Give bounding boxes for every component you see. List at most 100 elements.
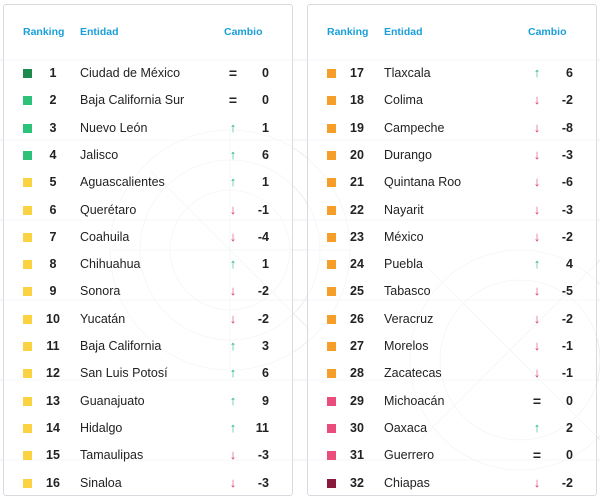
rank-number: 16 [46, 475, 60, 490]
equals-icon: = [532, 392, 542, 409]
rank-number: 12 [46, 366, 60, 381]
category-color-square [327, 451, 336, 461]
rank-number: 30 [350, 420, 364, 435]
change-value: 0 [262, 66, 269, 80]
category-color-square [23, 205, 32, 215]
arrow-up-icon: ↑ [533, 256, 541, 272]
rank-number: 11 [46, 339, 60, 353]
arrow-down-icon: ↓ [533, 338, 541, 353]
table-row: 11 Baja California ↑ 3 [4, 337, 294, 357]
arrow-up-icon: ↑ [229, 174, 237, 190]
header-entidad: Entidad [80, 26, 119, 38]
category-color-square [23, 423, 32, 433]
rank-number: 18 [350, 93, 364, 108]
arrow-down-icon: ↓ [533, 201, 541, 217]
header-cambio: Cambio [224, 26, 263, 38]
entity-name: Ciudad de México [80, 66, 181, 80]
change-value: 4 [566, 257, 573, 272]
category-color-square [23, 69, 32, 78]
category-color-square [327, 96, 336, 106]
category-color-square [327, 314, 336, 324]
arrow-down-icon: ↓ [229, 201, 237, 217]
rank-number: 10 [46, 311, 60, 326]
table-row: 4 Jalisco ↑ 6 [4, 146, 294, 166]
table-row: 27 Morelos ↓ -1 [308, 337, 598, 357]
arrow-down-icon: ↓ [533, 474, 541, 490]
entity-name: Nayarit [384, 202, 424, 217]
ranking-panel-left: Ranking Entidad Cambio 1 Ciudad de México… [3, 4, 293, 496]
category-color-square [23, 478, 32, 488]
table-row: 26 Veracruz ↓ -2 [308, 310, 598, 330]
entity-name: Colima [384, 93, 423, 108]
rank-number: 21 [350, 175, 364, 190]
table-row: 22 Nayarit ↓ -3 [308, 201, 598, 221]
ranking-panel-right: Ranking Entidad Cambio 17 Tlaxcala ↑ 6 18 Col… [307, 4, 597, 496]
change-value: -3 [257, 448, 269, 463]
category-color-square [327, 123, 336, 133]
table-row: 12 San Luis Potosí ↑ 6 [4, 364, 294, 384]
arrow-down-icon: ↓ [533, 365, 541, 381]
table-row: 6 Querétaro ↓ -1 [4, 201, 294, 221]
arrow-down-icon: ↓ [533, 283, 541, 299]
header-ranking: Ranking [327, 26, 369, 38]
arrow-down-icon: ↓ [533, 174, 541, 190]
category-color-square [23, 232, 32, 242]
rank-number: 13 [46, 393, 60, 408]
category-color-square [327, 396, 336, 406]
change-value: -5 [561, 284, 573, 299]
rank-number: 4 [49, 147, 57, 162]
table-row: 16 Sinaloa ↓ -3 [4, 474, 294, 494]
category-color-square [327, 423, 336, 433]
table-row: 17 Tlaxcala ↑ 6 [308, 64, 598, 84]
equals-icon: = [228, 65, 238, 81]
equals-icon: = [228, 92, 238, 109]
table-row: 23 México ↓ -2 [308, 228, 598, 248]
change-value: -3 [561, 202, 573, 217]
rank-number: 22 [350, 202, 364, 217]
arrow-down-icon: ↓ [229, 310, 237, 326]
category-color-square [327, 342, 336, 351]
arrow-down-icon: ↓ [533, 92, 541, 108]
arrow-down-icon: ↓ [229, 447, 237, 463]
arrow-up-icon: ↑ [229, 419, 237, 435]
change-value: 0 [262, 93, 269, 108]
entity-name: Veracruz [384, 311, 434, 326]
entity-name: Sinaloa [80, 475, 122, 490]
entity-name: Campeche [384, 120, 445, 135]
category-color-square [23, 178, 32, 188]
category-color-square [23, 123, 32, 133]
change-value: 1 [262, 120, 269, 135]
entity-name: México [384, 229, 424, 244]
table-row: 29 Michoacán = 0 [308, 392, 598, 412]
arrow-up-icon: ↑ [229, 146, 237, 162]
rank-number: 17 [350, 66, 364, 80]
category-color-square [327, 260, 336, 270]
entity-name: Tlaxcala [384, 66, 431, 80]
table-row: 31 Guerrero = 0 [308, 446, 598, 466]
table-row: 19 Campeche ↓ -8 [308, 119, 598, 139]
table-row: 15 Tamaulipas ↓ -3 [4, 446, 294, 466]
category-color-square [327, 478, 336, 488]
rank-number: 32 [350, 475, 364, 490]
change-value: -1 [561, 366, 573, 381]
change-value: 2 [566, 420, 573, 435]
change-value: 3 [262, 339, 269, 353]
rank-number: 1 [49, 66, 57, 80]
rank-number: 5 [49, 175, 57, 190]
rank-number: 29 [350, 393, 364, 408]
table-row: 1 Ciudad de México = 0 [4, 64, 294, 84]
change-value: 1 [262, 257, 269, 272]
rank-number: 15 [46, 448, 60, 463]
rank-number: 20 [350, 147, 364, 162]
entity-name: Chihuahua [80, 257, 141, 272]
change-value: 6 [262, 366, 269, 381]
category-color-square [23, 96, 32, 106]
change-value: 6 [566, 66, 573, 80]
table-row: 30 Oaxaca ↑ 2 [308, 419, 598, 439]
category-color-square [327, 232, 336, 242]
table-row: 10 Yucatán ↓ -2 [4, 310, 294, 330]
header-ranking: Ranking [23, 26, 65, 38]
table-row: 32 Chiapas ↓ -2 [308, 474, 598, 494]
arrow-up-icon: ↑ [229, 119, 237, 135]
rank-number: 14 [46, 420, 60, 435]
